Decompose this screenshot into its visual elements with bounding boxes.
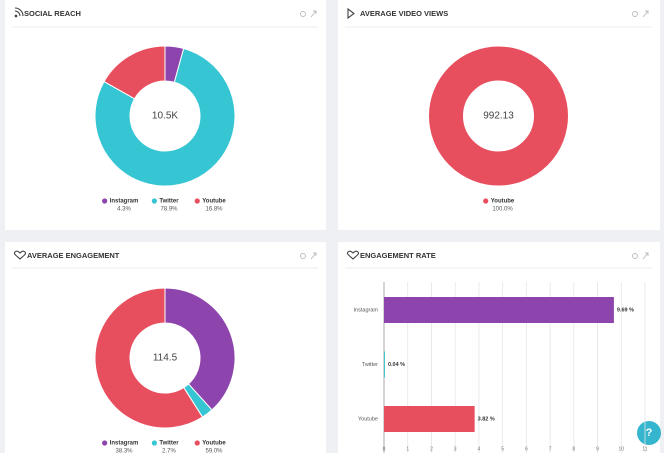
center-label: 114.5 [153,353,178,364]
legend-value: 4.3% [117,207,131,213]
legend-dot [151,440,157,446]
x-tick-label: 4 [478,446,481,452]
panel-title: ENGAGEMENT RATE [360,251,436,260]
bar [384,351,385,378]
x-tick-label: 10 [618,446,624,452]
x-tick-label: 2 [430,446,433,452]
donut-slice [164,287,236,411]
legend-dot [102,440,108,446]
donut-slice [94,287,204,429]
legend-label: Youtube [202,441,226,447]
legend-value: 16.8% [205,207,223,213]
legend-value: 100.0% [492,207,513,213]
y-tick-label: Instagram [354,307,379,313]
panel-controls[interactable] [300,10,649,260]
legend-dot [194,440,200,446]
center-label: 10.5K [152,111,178,122]
center-label: 992.13 [483,111,514,122]
header-dividers [12,26,652,269]
x-tick-label: 6 [525,446,528,452]
x-tick-label: 11 [642,446,647,452]
legend-dot [483,198,489,204]
legend-value: 59.0% [205,449,223,453]
y-tick-label: Youtube [358,416,378,422]
x-tick-label: 1 [406,446,409,452]
legend-dot [151,198,157,204]
panel [5,0,326,230]
legend-label: Instagram [110,199,139,205]
header-icons [13,7,360,260]
value-label: 0.04 % [388,362,405,368]
x-tick-label: 7 [549,446,552,452]
x-tick-label: 9 [596,446,599,452]
bar [384,406,475,432]
legend-dot [102,198,108,204]
legend-value: 78.9% [160,207,178,213]
legend-label: Twitter [159,199,179,205]
legend-label: Youtube [202,199,226,205]
x-tick-label: 3 [454,446,457,452]
panel-title: AVERAGE VIDEO VIEWS [360,9,448,18]
panel-title: SOCIAL REACH [24,9,81,18]
legend-dot [194,198,200,204]
value-label: 3.82 % [478,416,495,422]
donut-slice [428,45,569,187]
value-label: 9.69 % [617,307,634,313]
help-label[interactable]: ? [646,427,653,439]
y-tick-label: Twitter [362,362,378,368]
panel-title: AVERAGE ENGAGEMENT [27,251,120,260]
help-button[interactable] [637,421,661,445]
x-tick-label: 5 [501,446,504,452]
donut-slice [103,45,166,100]
x-tick-label: 8 [572,446,575,452]
panel [338,0,660,230]
bar [384,297,614,323]
legend-label: Youtube [491,199,515,205]
legend-label: Instagram [110,441,139,447]
donut-slice [94,47,236,187]
legend-value: 38.3% [115,449,133,453]
legend-label: Twitter [159,441,179,447]
legend-value: 2.7% [162,449,176,453]
